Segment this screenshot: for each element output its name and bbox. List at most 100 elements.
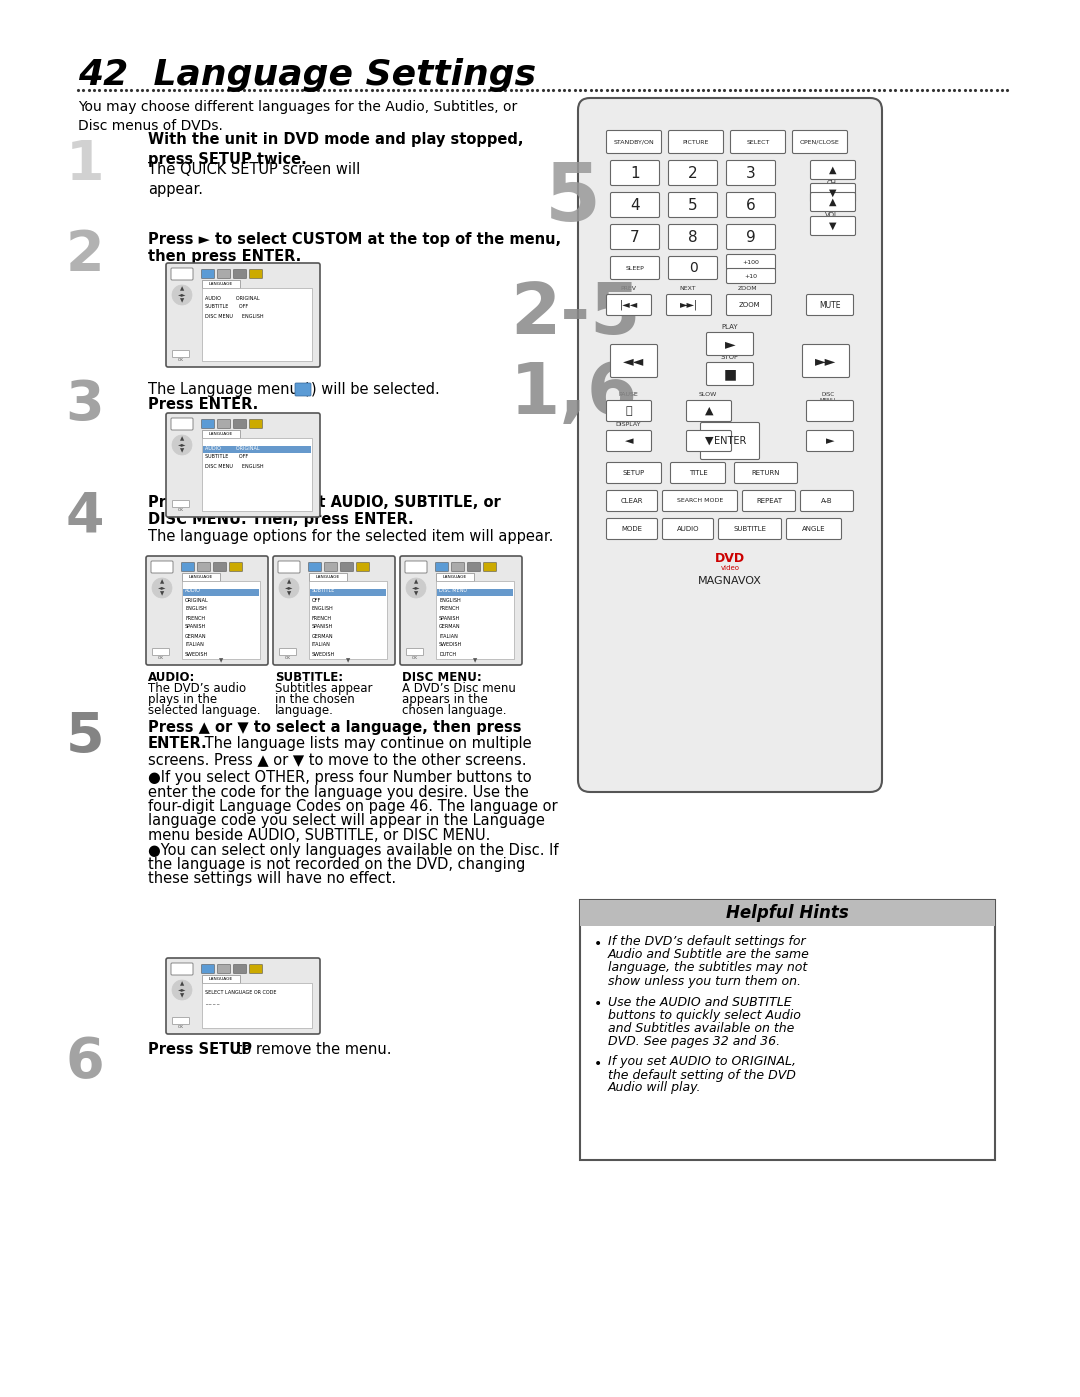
Text: CH.: CH.	[827, 180, 839, 186]
FancyBboxPatch shape	[171, 268, 193, 279]
Text: SEARCH MODE: SEARCH MODE	[677, 499, 724, 503]
Text: REPEAT: REPEAT	[756, 497, 782, 504]
Text: ▲: ▲	[180, 982, 184, 986]
Circle shape	[152, 578, 172, 598]
Text: 2: 2	[688, 165, 698, 180]
FancyBboxPatch shape	[400, 556, 522, 665]
FancyBboxPatch shape	[807, 295, 853, 316]
Text: Press ▲ or ▼ to select a language, then press: Press ▲ or ▼ to select a language, then …	[148, 719, 522, 735]
Text: The DVD’s audio: The DVD’s audio	[148, 682, 246, 694]
FancyBboxPatch shape	[669, 225, 717, 250]
Text: SUBTITLE       OFF: SUBTITLE OFF	[205, 454, 248, 460]
Text: FRENCH: FRENCH	[185, 616, 205, 620]
Text: ▼: ▼	[705, 436, 713, 446]
Bar	[202, 279, 240, 288]
Text: ●You can select only languages available on the Disc. If: ●You can select only languages available…	[148, 842, 558, 858]
Bar	[183, 590, 259, 597]
Text: ◄◄: ◄◄	[623, 353, 645, 367]
Text: ►: ►	[725, 337, 735, 351]
Text: ▲: ▲	[287, 580, 292, 584]
Text: SWEDISH: SWEDISH	[185, 651, 208, 657]
Text: 1: 1	[66, 138, 105, 191]
Text: PAUSE: PAUSE	[618, 393, 638, 397]
Bar	[580, 900, 995, 1160]
Text: MUTE: MUTE	[820, 300, 840, 310]
Text: SUBTITLE:: SUBTITLE:	[275, 671, 343, 685]
Text: selected language.: selected language.	[148, 704, 260, 717]
FancyBboxPatch shape	[173, 351, 189, 358]
Text: SUBTITLE: SUBTITLE	[312, 588, 336, 594]
Text: 9: 9	[746, 229, 756, 244]
Text: ▼: ▼	[346, 658, 350, 664]
Text: ITALIAN: ITALIAN	[312, 643, 330, 647]
Text: GERMAN: GERMAN	[438, 624, 461, 630]
Text: ▼: ▼	[829, 221, 837, 231]
Text: 5: 5	[66, 710, 105, 764]
Text: language.: language.	[275, 704, 334, 717]
Text: AUDIO          ORIGINAL: AUDIO ORIGINAL	[205, 446, 259, 450]
Text: SUBTITLE: SUBTITLE	[733, 527, 767, 532]
Text: Press ENTER.: Press ENTER.	[148, 397, 258, 412]
Text: 3: 3	[746, 165, 756, 180]
FancyBboxPatch shape	[727, 268, 775, 284]
FancyBboxPatch shape	[687, 430, 731, 451]
Text: OK: OK	[178, 509, 184, 511]
FancyBboxPatch shape	[324, 563, 337, 571]
Text: LANGUAGE: LANGUAGE	[208, 432, 233, 436]
Bar	[183, 573, 220, 581]
Text: video: video	[720, 564, 740, 571]
FancyBboxPatch shape	[607, 401, 651, 422]
FancyBboxPatch shape	[202, 964, 215, 974]
FancyBboxPatch shape	[727, 193, 775, 218]
Text: ◄►: ◄►	[285, 585, 294, 591]
Text: +10: +10	[744, 274, 757, 278]
Text: ▲: ▲	[705, 407, 713, 416]
Text: SWEDISH: SWEDISH	[312, 651, 335, 657]
Text: If you set AUDIO to ORIGINAL,: If you set AUDIO to ORIGINAL,	[608, 1056, 796, 1069]
Text: PLAY: PLAY	[721, 324, 739, 330]
Bar	[202, 983, 312, 1028]
Text: ▼: ▼	[829, 189, 837, 198]
FancyBboxPatch shape	[217, 419, 230, 429]
Text: LANGUAGE: LANGUAGE	[208, 282, 233, 286]
Text: OK: OK	[158, 657, 164, 659]
FancyBboxPatch shape	[807, 401, 853, 422]
Text: The Language menu (: The Language menu (	[148, 381, 309, 397]
Text: The QUICK SETUP screen will
appear.: The QUICK SETUP screen will appear.	[148, 162, 361, 197]
Text: SPANISH: SPANISH	[312, 624, 334, 630]
Bar	[202, 288, 312, 360]
Bar	[276, 560, 305, 661]
FancyBboxPatch shape	[217, 964, 230, 974]
Bar	[150, 560, 178, 661]
Text: ORIGINAL: ORIGINAL	[185, 598, 208, 602]
Text: ▲: ▲	[829, 197, 837, 207]
Text: 2: 2	[66, 228, 105, 282]
Bar	[436, 573, 474, 581]
Text: PICTURE: PICTURE	[683, 140, 710, 144]
Text: LANGUAGE: LANGUAGE	[443, 576, 468, 578]
Text: ▲: ▲	[180, 436, 184, 441]
FancyBboxPatch shape	[171, 418, 193, 430]
Text: ►►|: ►►|	[680, 300, 698, 310]
Bar	[404, 560, 432, 661]
Text: ▼: ▼	[180, 448, 184, 454]
Circle shape	[172, 981, 192, 1000]
FancyBboxPatch shape	[607, 490, 658, 511]
Text: 42  Language Settings: 42 Language Settings	[78, 59, 536, 92]
Text: ◄►: ◄►	[178, 292, 186, 298]
Text: GERMAN: GERMAN	[312, 633, 334, 638]
Text: 6: 6	[66, 1035, 105, 1090]
FancyBboxPatch shape	[435, 563, 448, 571]
FancyBboxPatch shape	[451, 563, 464, 571]
FancyBboxPatch shape	[807, 430, 853, 451]
FancyBboxPatch shape	[249, 270, 262, 278]
Bar	[580, 900, 995, 926]
Bar	[203, 446, 311, 453]
FancyBboxPatch shape	[666, 295, 712, 316]
Text: •: •	[594, 1058, 603, 1071]
Text: ▲: ▲	[180, 286, 184, 292]
Text: 8: 8	[688, 229, 698, 244]
Bar	[170, 267, 198, 363]
FancyBboxPatch shape	[217, 270, 230, 278]
Text: OK: OK	[178, 358, 184, 362]
